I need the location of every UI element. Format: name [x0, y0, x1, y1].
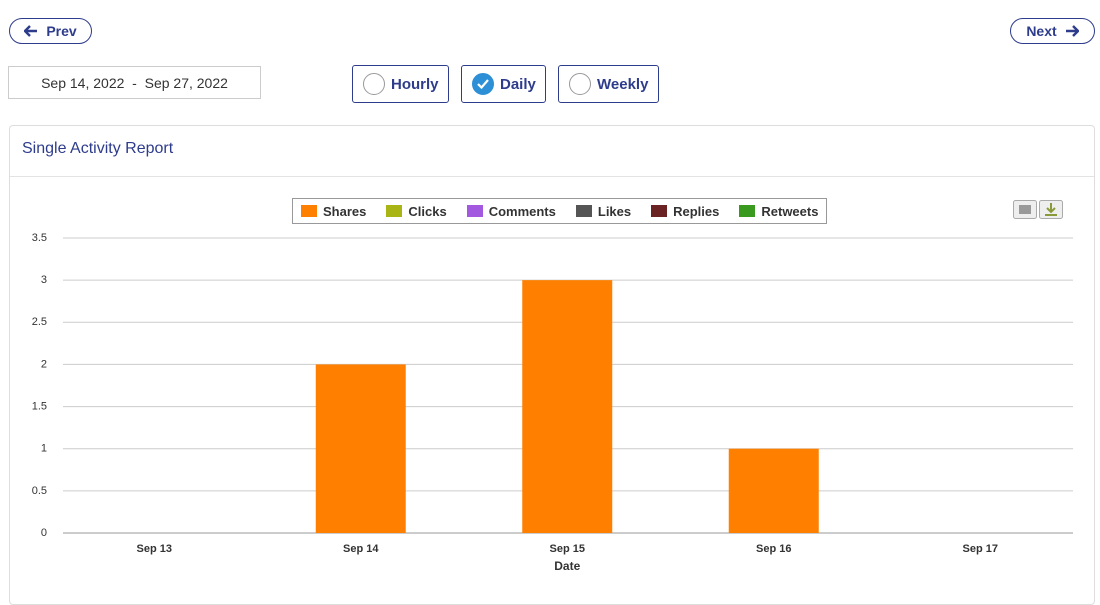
y-tick-label: 2.5	[32, 316, 47, 328]
y-tick-label: 1	[41, 443, 47, 455]
option-label: Hourly	[391, 75, 439, 93]
legend-label: Retweets	[761, 203, 819, 219]
divider	[10, 176, 1094, 177]
legend-label: Replies	[673, 203, 720, 219]
legend-item[interactable]: Shares	[301, 204, 366, 219]
y-tick-label: 0.5	[32, 485, 47, 497]
legend-swatch	[386, 204, 403, 217]
y-tick-label: 1.5	[32, 400, 47, 412]
bar	[728, 448, 819, 533]
next-label: Next	[1026, 23, 1057, 39]
option-label: Daily	[500, 75, 536, 93]
radio	[472, 73, 494, 95]
next-button[interactable]: Next	[1010, 18, 1095, 44]
bar	[315, 364, 406, 533]
x-tick-label: Sep 16	[756, 543, 791, 555]
granularity-option[interactable]: Hourly	[352, 65, 449, 103]
check	[477, 79, 489, 89]
date-range-input[interactable]: Sep 14, 2022 - Sep 27, 2022	[8, 66, 261, 99]
print-glyph	[1019, 205, 1031, 214]
y-tick-label: 3.5	[32, 232, 47, 244]
legend-swatch	[301, 204, 317, 217]
legend-swatch	[575, 204, 592, 217]
x-tick-label: Sep 13	[137, 543, 172, 555]
prev-button[interactable]: Prev	[9, 18, 92, 44]
granularity-option[interactable]: Daily	[461, 65, 546, 103]
legend: Shares Clicks Comments Likes Replies Retweets	[292, 198, 828, 224]
x-tick-label: Sep 17	[963, 543, 998, 555]
legend-item[interactable]: Retweets	[739, 204, 818, 219]
legend-swatch	[739, 204, 756, 217]
legend-swatch	[651, 204, 668, 217]
arrow-left	[24, 25, 38, 37]
legend-swatch	[466, 204, 483, 217]
bar	[522, 280, 613, 533]
x-tick-label: Sep 15	[550, 543, 585, 555]
legend-label: Likes	[597, 203, 632, 219]
legend-label: Clicks	[408, 203, 447, 219]
prev-label: Prev	[46, 23, 77, 39]
legend-item[interactable]: Clicks	[386, 203, 447, 219]
y-tick-label: 0	[41, 527, 47, 539]
legend-item[interactable]: Comments	[466, 203, 556, 219]
download-glyph	[1045, 203, 1057, 216]
arrow-right	[1065, 25, 1079, 37]
chart: 0 0.5 1 1.5 2 2.5 3 3.5 Sep 13 Sep 14 Sep 15 Sep 16…	[32, 232, 1073, 573]
option-label: Weekly	[597, 75, 649, 93]
page: Prev Next Sep 14, 2022 - Sep 27, 2022 Ho…	[8, 18, 1095, 605]
legend-label: Shares	[323, 203, 367, 219]
x-axis-title: Date	[554, 559, 580, 573]
panel-title: Single Activity Report	[22, 140, 174, 157]
y-tick-label: 3	[41, 274, 47, 286]
granularity-option[interactable]: Weekly	[558, 65, 659, 103]
radio	[569, 73, 591, 95]
export-icons	[1013, 200, 1063, 219]
legend-item[interactable]: Replies	[651, 204, 719, 219]
radio	[363, 73, 385, 95]
legend-label: Comments	[488, 203, 556, 219]
x-tick-label: Sep 14	[343, 543, 379, 555]
y-tick-label: 2	[41, 358, 47, 370]
legend-item[interactable]: Likes	[575, 203, 632, 219]
